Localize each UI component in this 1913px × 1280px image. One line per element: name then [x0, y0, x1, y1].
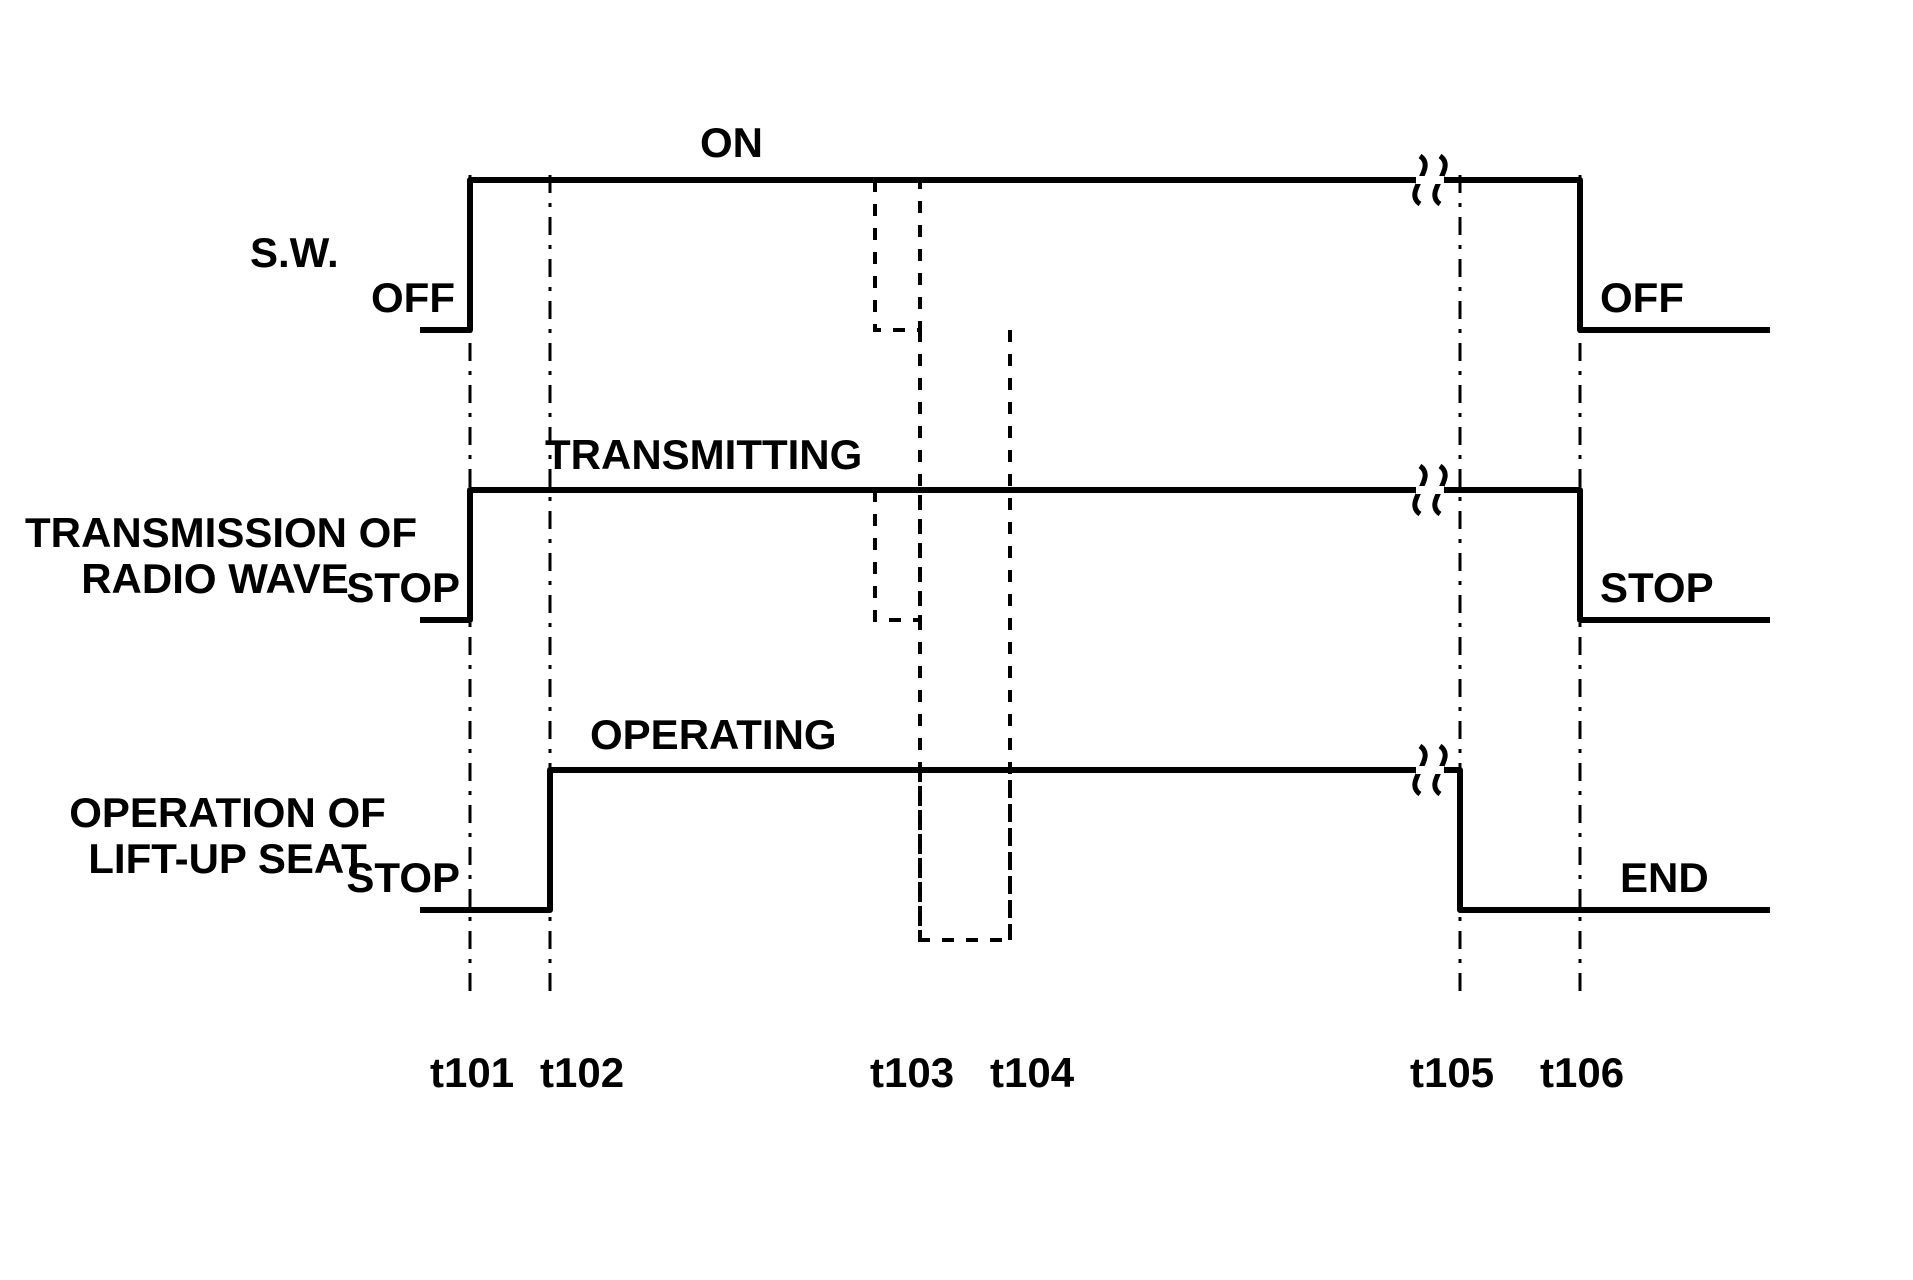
tick-t101: t101 [430, 1050, 514, 1096]
seat-stop-left: STOP [320, 855, 460, 901]
sw-off-right: OFF [1600, 275, 1684, 321]
diagram-svg [0, 0, 1913, 1280]
row-title-sw: S.W. [250, 230, 339, 276]
tick-t104: t104 [990, 1050, 1074, 1096]
tx-transmitting: TRANSMITTING [545, 432, 862, 478]
seat-end-right: END [1620, 855, 1709, 901]
tick-t105: t105 [1410, 1050, 1494, 1096]
sw-off-left: OFF [350, 275, 455, 321]
tx-stop-right: STOP [1600, 565, 1714, 611]
seat-operating: OPERATING [590, 712, 837, 758]
timing-diagram: S.W. TRANSMISSION OF RADIO WAVE OPERATIO… [0, 0, 1913, 1280]
sw-on-label: ON [700, 120, 763, 166]
tick-t106: t106 [1540, 1050, 1624, 1096]
tick-t103: t103 [870, 1050, 954, 1096]
tick-t102: t102 [540, 1050, 624, 1096]
tx-stop-left: STOP [320, 565, 460, 611]
